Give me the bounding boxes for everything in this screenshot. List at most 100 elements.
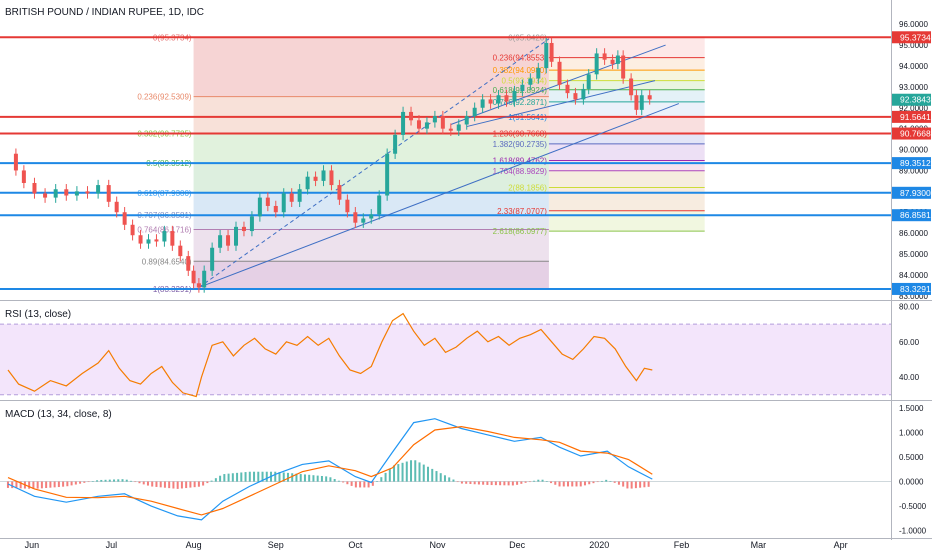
candle-body bbox=[122, 212, 127, 225]
macd-histogram-bar bbox=[19, 481, 22, 489]
candle-body bbox=[345, 199, 350, 213]
macd-histogram-bar bbox=[219, 475, 222, 482]
macd-histogram-bar bbox=[465, 481, 468, 484]
macd-histogram-bar bbox=[431, 468, 434, 482]
candle-body bbox=[106, 185, 111, 202]
macd-histogram-bar bbox=[541, 479, 544, 482]
macd-histogram-bar bbox=[113, 479, 116, 482]
macd-pane[interactable]: MACD (13, 34, close, 8) bbox=[0, 409, 891, 521]
candle-body bbox=[647, 95, 652, 100]
signal-line bbox=[7, 425, 653, 516]
level-price-tag-bg bbox=[892, 127, 931, 140]
fib-extension-zone bbox=[548, 80, 705, 90]
macd-histogram-bar bbox=[439, 473, 442, 482]
level-price-tag: 83.3291 bbox=[892, 282, 931, 295]
macd-histogram-bar bbox=[443, 475, 446, 482]
macd-histogram-bar bbox=[57, 481, 60, 488]
fib-extension-zone bbox=[548, 170, 705, 188]
candle-body bbox=[170, 231, 175, 246]
level-price-tag-text: 83.3291 bbox=[900, 284, 931, 294]
rsi-line bbox=[7, 312, 653, 398]
macd-tick-label: 0.5000 bbox=[899, 453, 924, 462]
candle-body bbox=[549, 42, 554, 62]
macd-histogram-bar bbox=[295, 473, 298, 482]
candle-body bbox=[265, 197, 270, 206]
macd-tick-label: -1.0000 bbox=[899, 527, 927, 536]
macd-histogram-bar bbox=[524, 481, 527, 483]
candle-body bbox=[313, 176, 318, 181]
macd-line bbox=[7, 418, 653, 521]
macd-histogram-bar bbox=[486, 481, 489, 485]
macd-histogram-bar bbox=[617, 481, 620, 485]
macd-tick-label: 1.0000 bbox=[899, 428, 924, 437]
candle-body bbox=[602, 53, 607, 60]
chart-title: BRITISH POUND / INDIAN RUPEE, 1D, IDC bbox=[5, 7, 204, 18]
fib-extension-label: 0.786(92.2871) bbox=[493, 98, 548, 107]
fib-extension-zone bbox=[548, 116, 705, 134]
fib-retracement-label: 0.236(92.5309) bbox=[137, 93, 192, 102]
fib-extension-label: 1.764(88.9829) bbox=[493, 167, 548, 176]
fib-extension-zone bbox=[548, 89, 705, 102]
macd-tick-label: -0.5000 bbox=[899, 502, 927, 511]
level-price-tag-bg bbox=[892, 31, 931, 44]
macd-histogram-bar bbox=[312, 475, 315, 482]
macd-histogram-bar bbox=[583, 481, 586, 486]
macd-histogram-bar bbox=[469, 481, 472, 485]
level-price-tag: 91.5641 bbox=[892, 110, 931, 123]
macd-histogram-bar bbox=[231, 473, 234, 482]
macd-histogram-bar bbox=[32, 481, 35, 489]
candle-body bbox=[432, 116, 437, 123]
macd-histogram-bar bbox=[329, 477, 332, 482]
macd-histogram-bar bbox=[244, 472, 247, 482]
fib-retracement-label: 0.89(84.6540) bbox=[142, 257, 192, 266]
fib-retracement-zone bbox=[193, 37, 549, 97]
candle-body bbox=[234, 226, 239, 246]
macd-histogram-bar bbox=[473, 481, 476, 485]
candle-body bbox=[496, 95, 501, 104]
fib-extension-zone bbox=[548, 143, 705, 161]
macd-histogram-bar bbox=[138, 481, 141, 484]
macd-histogram-bar bbox=[545, 481, 548, 482]
candle-body bbox=[162, 231, 167, 242]
macd-histogram-bar bbox=[253, 471, 256, 482]
fib-extension-label: 1.382(90.2735) bbox=[493, 140, 548, 149]
macd-histogram-bar bbox=[172, 481, 175, 489]
macd-histogram-bar bbox=[397, 464, 400, 482]
candle-body bbox=[226, 235, 231, 246]
x-tick-label: Mar bbox=[751, 540, 767, 550]
macd-histogram-bar bbox=[592, 481, 595, 484]
macd-histogram-bar bbox=[79, 481, 82, 484]
candle-body bbox=[154, 239, 159, 242]
level-price-tag-bg bbox=[892, 110, 931, 123]
rsi-pane[interactable]: RSI (13, close) bbox=[0, 309, 891, 398]
macd-histogram-bar bbox=[176, 481, 179, 489]
macd-histogram-bar bbox=[626, 481, 629, 489]
candle-body bbox=[629, 78, 634, 96]
macd-histogram-bar bbox=[70, 481, 73, 486]
candle-body bbox=[146, 239, 151, 244]
level-price-tag-bg bbox=[892, 157, 931, 170]
fib-retracement-zone bbox=[193, 163, 549, 193]
fib-extension-label: 0.236(94.8553) bbox=[493, 54, 548, 63]
macd-histogram-bar bbox=[142, 481, 145, 485]
x-tick-label: Jun bbox=[25, 540, 40, 550]
candle-body bbox=[520, 84, 525, 92]
macd-histogram-bar bbox=[185, 481, 188, 489]
macd-histogram-bar bbox=[53, 481, 56, 488]
rsi-tick-label: 80.00 bbox=[899, 303, 920, 312]
candle-body bbox=[21, 170, 26, 183]
macd-histogram-bar bbox=[62, 481, 65, 487]
macd-histogram-bar bbox=[248, 471, 251, 482]
price-pane[interactable]: 0(95.3734)0.236(92.5309)0.382(90.7725)0.… bbox=[0, 33, 891, 294]
level-price-tag: 87.9300 bbox=[892, 186, 931, 199]
level-price-tag: 90.7668 bbox=[892, 127, 931, 140]
macd-histogram-bar bbox=[265, 471, 268, 482]
macd-histogram-bar bbox=[197, 481, 200, 487]
macd-histogram-bar bbox=[558, 481, 561, 487]
macd-histogram-bar bbox=[567, 481, 570, 487]
macd-histogram-bar bbox=[210, 480, 213, 482]
macd-histogram-bar bbox=[639, 481, 642, 488]
macd-histogram-bar bbox=[87, 481, 90, 483]
macd-histogram-bar bbox=[452, 479, 455, 482]
